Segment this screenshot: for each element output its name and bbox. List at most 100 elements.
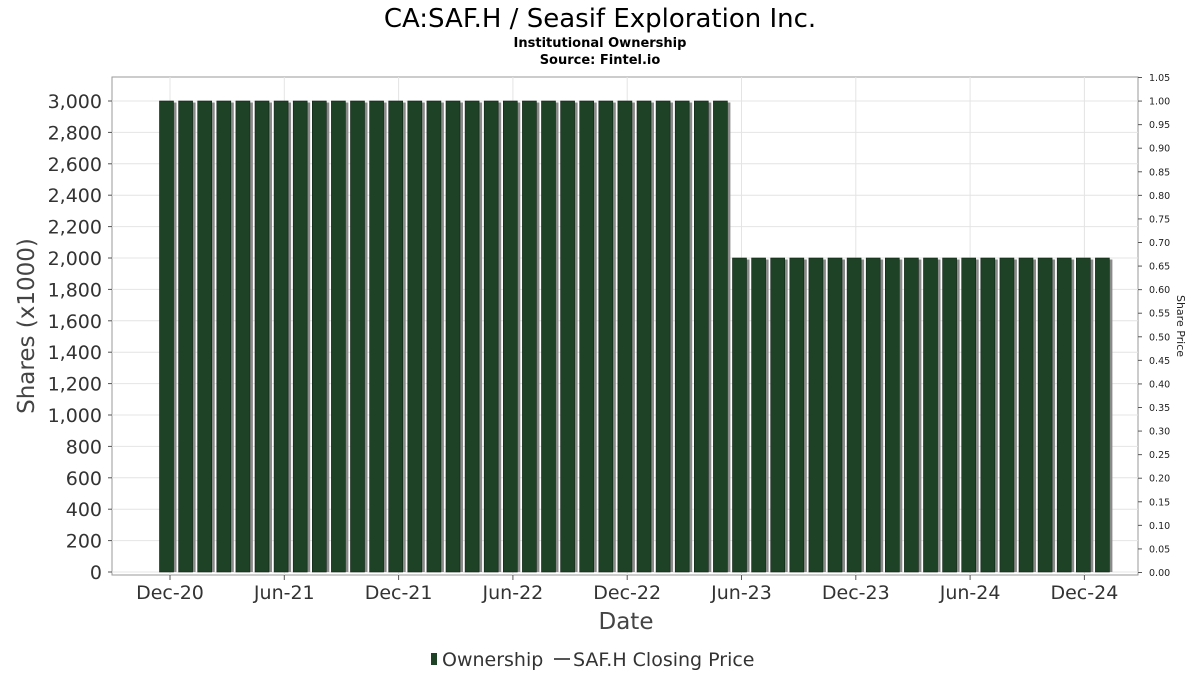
ownership-bar — [961, 257, 977, 573]
ownership-bars — [159, 100, 1113, 573]
ownership-bar — [674, 100, 690, 573]
ownership-bar — [579, 100, 595, 573]
chart-source: Source: Fintel.io — [540, 53, 661, 68]
y2-tick-label: 0.75 — [1149, 214, 1170, 225]
ownership-bar — [1037, 257, 1053, 573]
ownership-bar — [331, 100, 346, 573]
y-tick-label: 2,000 — [48, 248, 102, 270]
ownership-bar — [483, 100, 499, 573]
y-tick-label: 0 — [90, 562, 102, 584]
ownership-bar — [369, 100, 384, 573]
y-tick-label: 200 — [66, 531, 102, 553]
y-tick-label: 2,600 — [48, 154, 102, 176]
y2-tick-label: 0.95 — [1149, 120, 1170, 131]
ownership-bar — [865, 257, 881, 573]
y-tick-label: 1,800 — [48, 279, 102, 301]
ownership-bar — [407, 100, 423, 573]
y-tick-label: 2,200 — [48, 217, 102, 239]
y-tick-label: 1,200 — [48, 374, 102, 396]
ownership-bar — [655, 100, 671, 573]
ownership-bar — [827, 257, 843, 573]
ownership-bar — [904, 257, 919, 573]
ownership-bar — [980, 257, 996, 573]
y-tick-label: 2,400 — [48, 185, 102, 207]
ownership-bar — [1076, 257, 1091, 573]
x-tick-label: Jun-24 — [939, 582, 1001, 604]
y2-tick-label: 0.20 — [1149, 474, 1170, 485]
x-tick-label: Jun-22 — [482, 582, 544, 604]
ownership-bar — [178, 100, 193, 573]
ownership-bar — [502, 100, 518, 573]
x-tick-label: Dec-23 — [822, 582, 890, 604]
legend: Ownership SAF.H Closing Price — [431, 649, 755, 671]
chart-title: CA:SAF.H / Seasif Exploration Inc. — [384, 4, 816, 34]
ownership-bar — [292, 100, 308, 573]
ownership-bar — [350, 100, 365, 573]
ownership-bar — [522, 100, 537, 573]
x-tick-label: Jun-23 — [710, 582, 772, 604]
y-tick-label: 400 — [66, 499, 102, 521]
ownership-bar — [464, 100, 480, 573]
y2-tick-label: 0.65 — [1149, 262, 1170, 273]
x-tick-label: Dec-21 — [365, 582, 433, 604]
legend-ownership-label: Ownership — [442, 649, 543, 671]
ownership-bar — [751, 257, 766, 573]
ownership-bar — [770, 257, 786, 573]
y-tick-label: 1,000 — [48, 405, 102, 427]
y2-axis-ticks: 0.00 0.05 0.10 0.15 0.20 0.25 0.30 0.35 0.40 0.45… — [1138, 73, 1170, 579]
x-tick-label: Dec-24 — [1050, 582, 1118, 604]
y2-tick-label: 0.90 — [1149, 144, 1170, 155]
ownership-bar — [884, 257, 900, 573]
ownership-bar — [846, 257, 862, 573]
x-axis-label: Date — [599, 609, 654, 635]
x-tick-label: Dec-20 — [136, 582, 204, 604]
ownership-bar — [942, 257, 957, 573]
ownership-bar — [693, 100, 709, 573]
x-tick-label: Jun-21 — [253, 582, 315, 604]
y2-tick-label: 0.30 — [1149, 427, 1170, 438]
y2-axis-label: Share Price — [1174, 295, 1187, 357]
y2-tick-label: 0.10 — [1149, 521, 1170, 532]
ownership-bar — [235, 100, 251, 573]
y2-tick-label: 0.00 — [1149, 568, 1170, 579]
y2-tick-label: 0.80 — [1149, 191, 1170, 202]
ownership-bar — [388, 100, 404, 573]
y2-tick-label: 0.70 — [1149, 238, 1170, 249]
ownership-bar — [445, 100, 461, 573]
ownership-bar — [560, 100, 575, 573]
ownership-bar — [617, 100, 633, 573]
ownership-bar — [216, 100, 232, 573]
legend-ownership-swatch — [431, 653, 437, 665]
ownership-bar — [254, 100, 270, 573]
y-tick-label: 800 — [66, 436, 102, 458]
y-tick-label: 1,400 — [48, 342, 102, 364]
y-tick-label: 600 — [66, 468, 102, 490]
y-tick-label: 3,000 — [48, 91, 102, 113]
ownership-bar — [923, 257, 938, 573]
ownership-bar — [541, 100, 556, 573]
y2-tick-label: 0.50 — [1149, 332, 1170, 343]
x-axis-ticks: Dec-20 Jun-21 Dec-21 Jun-22 Dec-22 Jun-23 Dec-… — [136, 575, 1118, 604]
ownership-bar — [159, 100, 174, 573]
y2-tick-label: 1.05 — [1149, 73, 1170, 84]
ownership-bar — [808, 257, 824, 573]
ownership-bar — [311, 100, 327, 573]
x-tick-label: Dec-22 — [593, 582, 661, 604]
ownership-bar — [789, 257, 805, 573]
ownership-bar — [197, 100, 212, 573]
y-axis-ticks: 0 200 400 600 800 1,000 1,200 1,400 1,600 1,800 2,… — [48, 91, 112, 584]
ownership-bar — [713, 100, 728, 573]
y2-tick-label: 0.45 — [1149, 356, 1170, 367]
ownership-bar — [273, 100, 289, 573]
y2-tick-label: 0.15 — [1149, 497, 1170, 508]
ownership-bar — [1056, 257, 1072, 573]
chart-subtitle: Institutional Ownership — [514, 36, 687, 51]
y2-tick-label: 0.05 — [1149, 544, 1170, 555]
y-axis-label: Shares (x1000) — [14, 238, 40, 414]
ownership-bar — [1018, 257, 1034, 573]
y2-tick-label: 0.85 — [1149, 167, 1170, 178]
legend-price-label: SAF.H Closing Price — [573, 649, 755, 671]
y2-tick-label: 0.40 — [1149, 379, 1170, 390]
ownership-bar — [598, 100, 614, 573]
